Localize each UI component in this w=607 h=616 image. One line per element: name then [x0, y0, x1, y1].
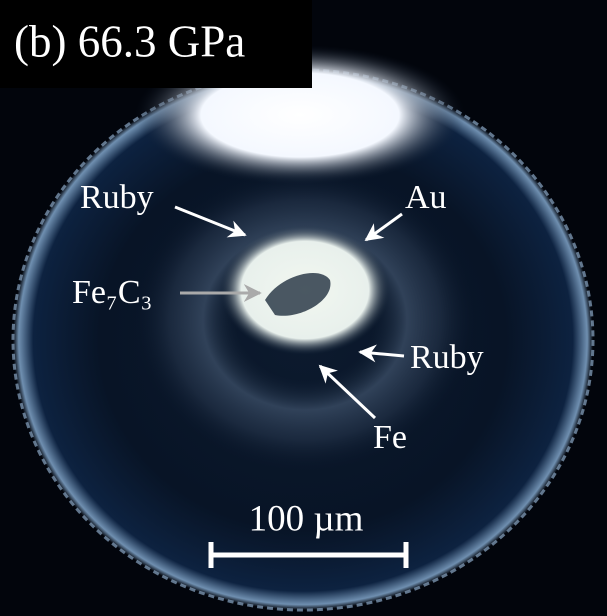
micrograph: (b) 66.3 GPa Ruby Au Fe₇C₃ Ruby Fe 100 µ…	[0, 0, 607, 616]
scale-bar-label: 100 µm	[249, 498, 364, 539]
annotation: Au	[405, 179, 447, 216]
panel-label: (b) 66.3 GPa	[14, 16, 245, 66]
annotation: Ruby	[80, 179, 154, 216]
annotation: Ruby	[410, 339, 484, 376]
annotation: Fe	[373, 419, 407, 456]
annotation: Fe₇C₃	[72, 274, 152, 311]
page: (b) 66.3 GPa Ruby Au Fe₇C₃ Ruby Fe 100 µ…	[0, 0, 607, 616]
